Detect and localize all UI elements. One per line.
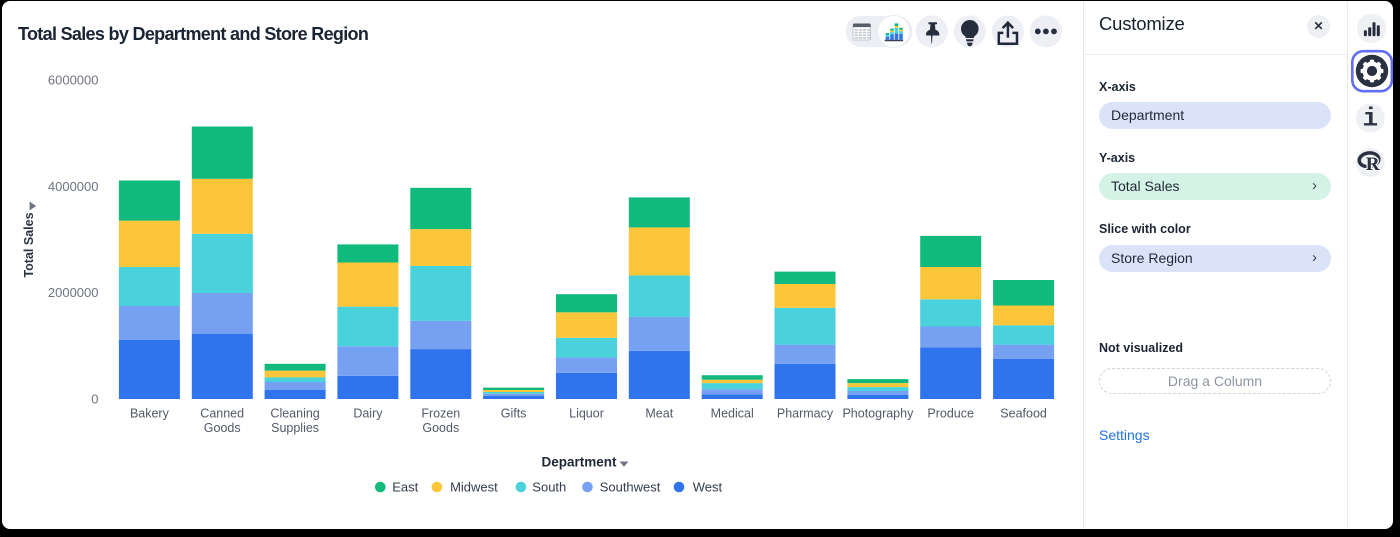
svg-text:Frozen: Frozen [421, 407, 460, 421]
svg-text:Photography: Photography [842, 407, 914, 421]
svg-text:R: R [1366, 154, 1380, 175]
svg-text:Supplies: Supplies [271, 421, 319, 435]
svg-text:Medical: Medical [711, 407, 754, 421]
svg-text:Goods: Goods [422, 421, 459, 435]
svg-text:0: 0 [91, 392, 98, 407]
svg-text:West: West [693, 480, 723, 495]
svg-text:Southwest: Southwest [600, 480, 661, 495]
svg-text:Department: Department [541, 455, 617, 470]
svg-text:Canned: Canned [200, 407, 244, 421]
svg-text:Midwest: Midwest [450, 480, 498, 495]
svg-text:Dairy: Dairy [353, 407, 383, 421]
svg-text:Goods: Goods [204, 421, 241, 435]
svg-text:i: i [1362, 104, 1378, 134]
svg-text:East: East [392, 480, 418, 495]
svg-text:Produce: Produce [927, 407, 974, 421]
svg-text:Seafood: Seafood [1000, 407, 1047, 421]
svg-text:Gifts: Gifts [501, 407, 527, 421]
svg-text:Meat: Meat [645, 407, 673, 421]
svg-text:Cleaning: Cleaning [270, 407, 319, 421]
svg-text:2000000: 2000000 [48, 285, 99, 300]
svg-text:Pharmacy: Pharmacy [777, 407, 834, 421]
svg-text:4000000: 4000000 [48, 179, 99, 194]
svg-text:Bakery: Bakery [130, 407, 170, 421]
svg-text:Total Sales: Total Sales [22, 212, 36, 277]
svg-text:R: R [1366, 154, 1380, 175]
svg-text:Liquor: Liquor [569, 407, 604, 421]
svg-text:South: South [532, 480, 566, 495]
svg-text:6000000: 6000000 [48, 73, 99, 88]
